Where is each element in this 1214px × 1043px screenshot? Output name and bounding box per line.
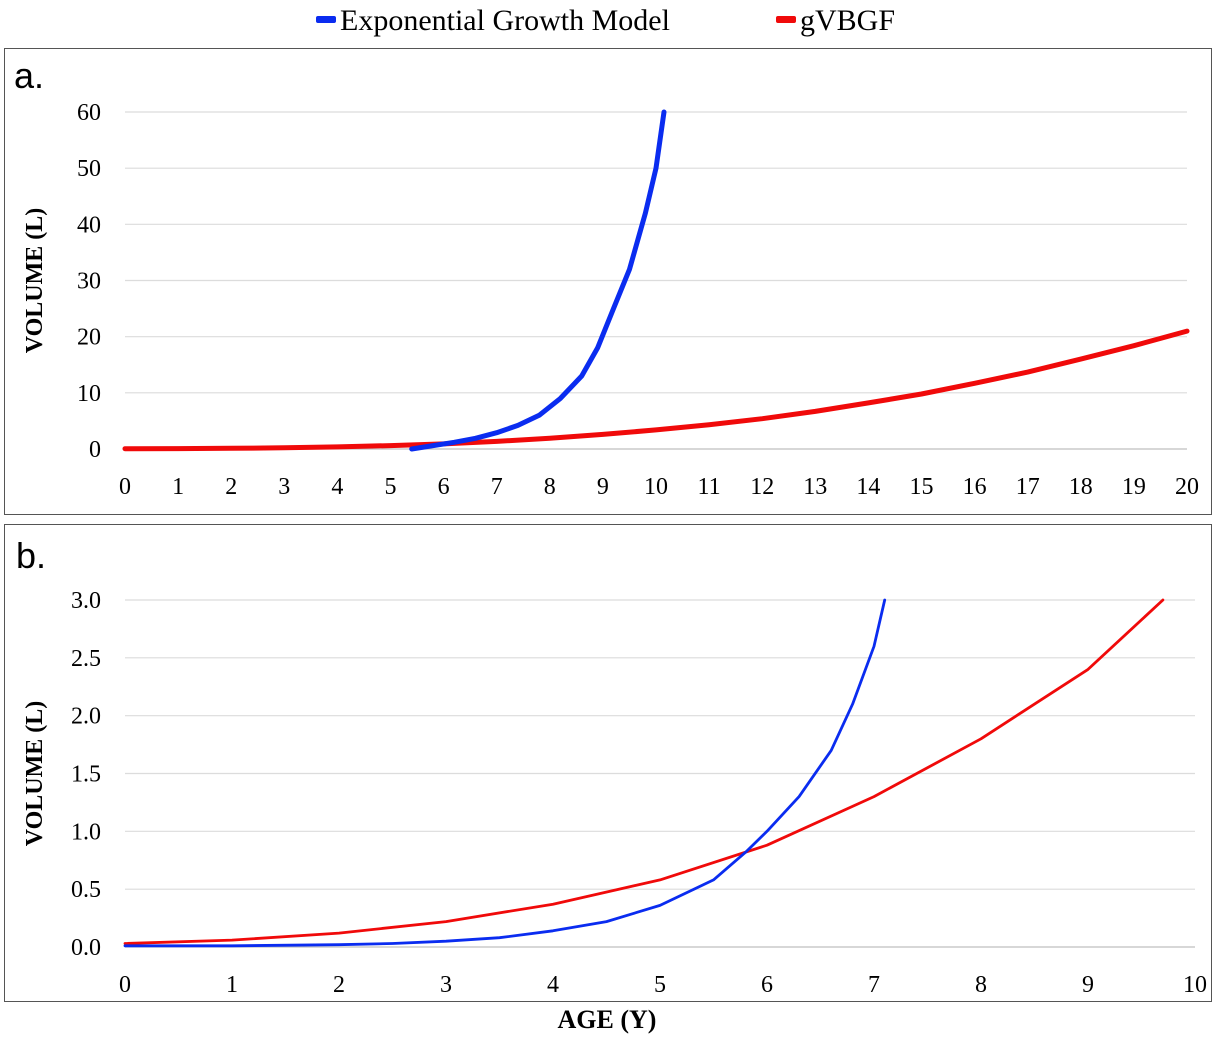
- x-tick-label-b-10: 10: [1183, 972, 1207, 998]
- panel-label-a: a.: [14, 55, 45, 96]
- series-line-a-exponential: [409, 109, 667, 452]
- panel-label-b: b.: [16, 535, 47, 576]
- x-tick-label-a-18: 18: [1069, 474, 1093, 500]
- x-tick-label-b-3: 3: [440, 972, 452, 998]
- x-tick-label-a-11: 11: [698, 474, 721, 500]
- x-tick-label-b-6: 6: [761, 972, 773, 998]
- x-tick-label-a-20: 20: [1175, 474, 1199, 500]
- y-tick-label-b-5: 2.5: [71, 646, 101, 672]
- x-tick-label-b-0: 0: [119, 972, 131, 998]
- y-tick-label-a-5: 50: [77, 156, 101, 182]
- y-tick-label-a-0: 0: [89, 437, 101, 463]
- x-tick-label-a-19: 19: [1122, 474, 1146, 500]
- series-line-b-exponential: [123, 598, 887, 948]
- x-tick-label-b-2: 2: [333, 972, 345, 998]
- x-tick-label-b-9: 9: [1082, 972, 1094, 998]
- x-tick-label-a-5: 5: [385, 474, 397, 500]
- y-axis-title-a: VOLUME (L): [22, 208, 48, 354]
- x-tick-label-a-0: 0: [119, 474, 131, 500]
- y-tick-label-b-3: 1.5: [71, 762, 101, 788]
- legend-swatch-exponential: [316, 16, 336, 23]
- x-tick-label-a-8: 8: [544, 474, 556, 500]
- series-line-b-gvbgf: [123, 598, 1165, 945]
- y-tick-label-a-3: 30: [77, 269, 101, 295]
- y-tick-label-a-4: 40: [77, 212, 101, 238]
- x-axis-title: AGE (Y): [557, 1005, 657, 1034]
- y-tick-label-b-4: 2.0: [71, 704, 101, 730]
- x-tick-label-a-3: 3: [278, 474, 290, 500]
- y-tick-label-a-6: 60: [77, 100, 101, 126]
- x-tick-label-b-7: 7: [868, 972, 880, 998]
- legend: Exponential Growth Model gVBGF: [0, 0, 1214, 44]
- x-tick-label-a-6: 6: [438, 474, 450, 500]
- x-tick-label-a-7: 7: [491, 474, 503, 500]
- x-tick-label-a-15: 15: [910, 474, 934, 500]
- y-tick-label-b-1: 0.5: [71, 877, 101, 903]
- x-tick-label-a-10: 10: [644, 474, 668, 500]
- x-tick-label-b-5: 5: [654, 972, 666, 998]
- y-tick-label-b-6: 3.0: [71, 588, 101, 614]
- legend-swatch-gvbgf: [776, 16, 796, 23]
- y-tick-label-b-2: 1.0: [71, 819, 101, 845]
- y-tick-label-a-1: 10: [77, 381, 101, 407]
- x-tick-label-a-16: 16: [963, 474, 987, 500]
- x-tick-label-a-14: 14: [856, 474, 880, 500]
- y-tick-label-b-0: 0.0: [71, 935, 101, 961]
- series-line-a-gvbgf: [122, 328, 1190, 452]
- legend-label-exponential: Exponential Growth Model: [340, 4, 670, 37]
- x-tick-label-a-17: 17: [1016, 474, 1040, 500]
- x-tick-label-a-13: 13: [803, 474, 827, 500]
- x-tick-label-b-8: 8: [975, 972, 987, 998]
- x-tick-label-b-4: 4: [547, 972, 559, 998]
- chart-panel-a: [4, 48, 1212, 515]
- legend-label-gvbgf: gVBGF: [800, 4, 896, 37]
- x-tick-label-a-9: 9: [597, 474, 609, 500]
- y-tick-label-a-2: 20: [77, 325, 101, 351]
- x-tick-label-a-12: 12: [750, 474, 774, 500]
- x-tick-label-a-4: 4: [331, 474, 343, 500]
- x-tick-label-a-2: 2: [225, 474, 237, 500]
- x-tick-label-a-1: 1: [172, 474, 184, 500]
- y-axis-title-b: VOLUME (L): [22, 701, 48, 847]
- x-tick-label-b-1: 1: [226, 972, 238, 998]
